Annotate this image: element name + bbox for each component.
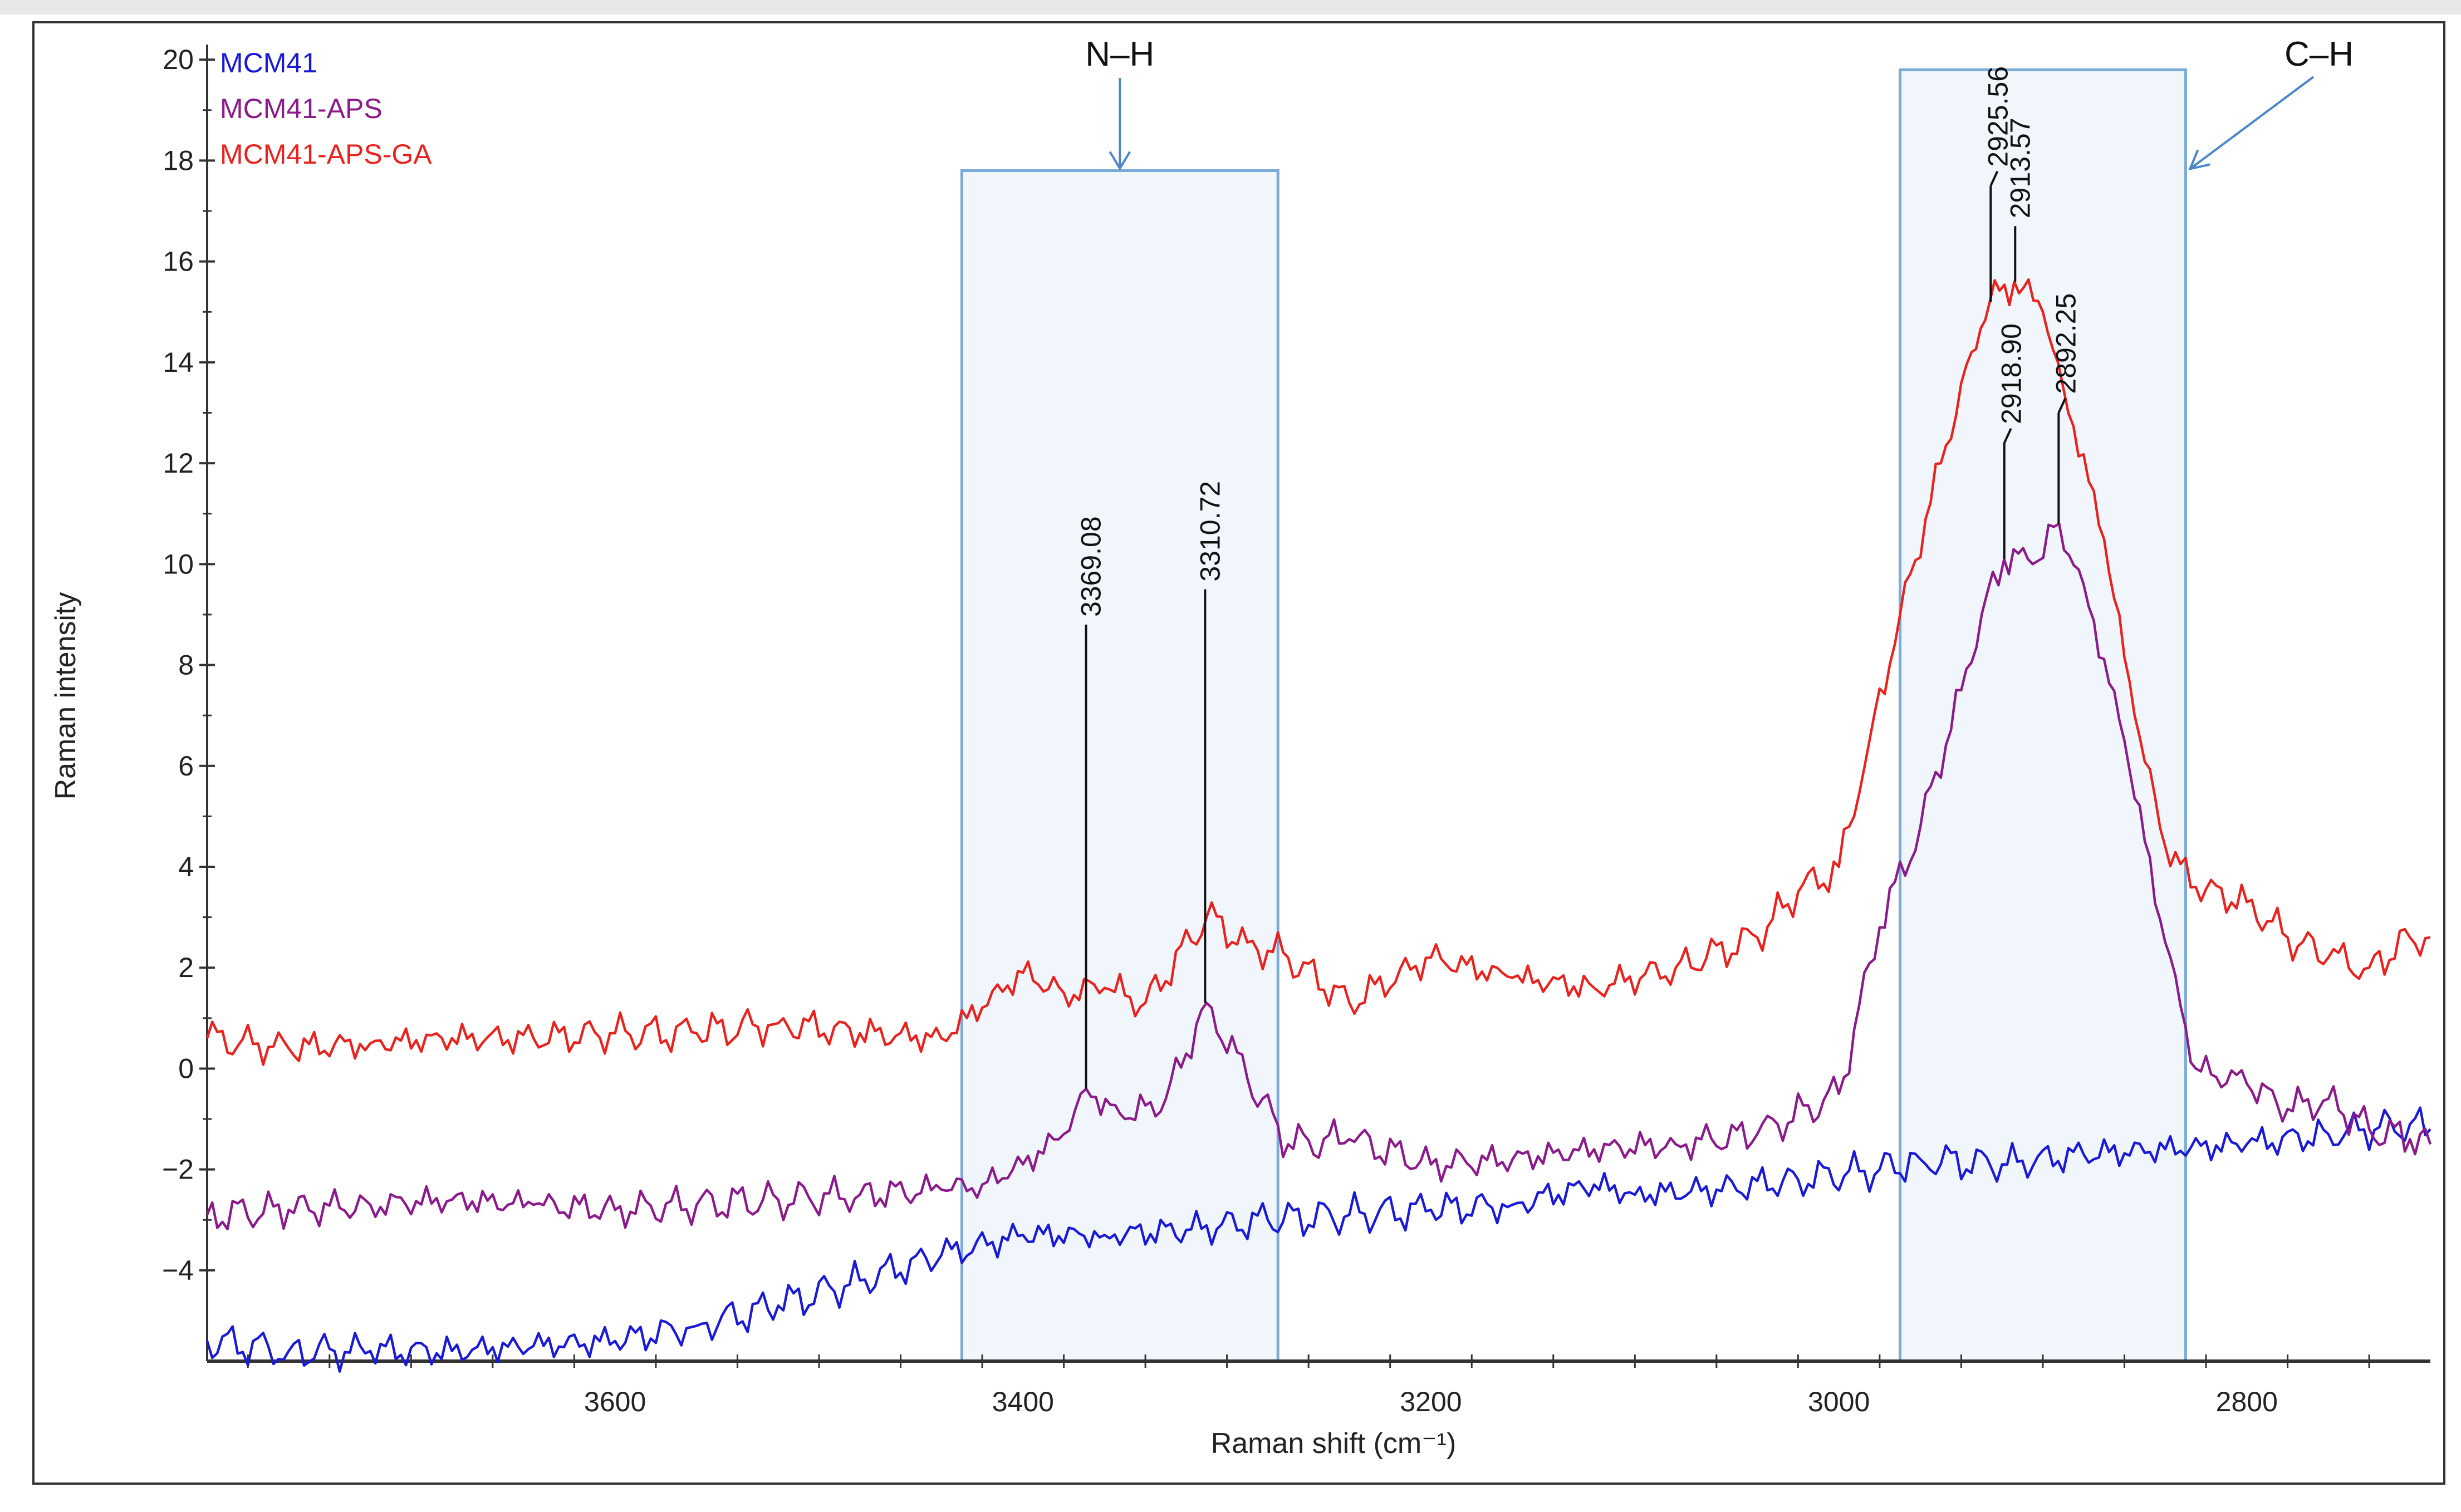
y-tick-label: −2 (162, 1154, 194, 1185)
y-tick-label: 0 (178, 1053, 194, 1084)
peak-marker-2913-57-label: 2913.57 (2004, 117, 2036, 218)
legend-entry-mcm41-aps-ga: MCM41-APS-GA (220, 139, 432, 170)
series-line-mcm41-aps-ga (205, 278, 2431, 1066)
y-tick-label: 6 (178, 750, 194, 782)
region-arrowhead-c-h (2188, 149, 2210, 171)
region-label-n-h: N–H (1085, 35, 1154, 73)
peak-annotations: 3369.08 3310.72 2918.90 2892.25 2925.562913.… (1076, 66, 2081, 1089)
x-tick-label: 3400 (992, 1386, 1054, 1417)
y-tick-label: 8 (178, 650, 194, 681)
axes (206, 45, 2430, 1363)
peak-marker-2918-90-label: 2918.90 (1996, 323, 2027, 424)
region-arrow-c-h (2189, 76, 2315, 170)
x-tick-label: 2800 (2216, 1386, 2278, 1417)
series-line-mcm41 (205, 1106, 2431, 1373)
y-tick-label: 20 (163, 44, 194, 75)
x-tick-label: 3600 (584, 1386, 646, 1417)
region-label-c-h: C–H (2284, 35, 2354, 73)
y-tick-label: 10 (163, 548, 194, 580)
peak-marker-2925-56-label: 2925.56 (1982, 66, 2013, 167)
peak-marker-2892-25-slant (2057, 397, 2067, 414)
y-tick-label: 16 (163, 246, 194, 277)
x-tick-label: 3000 (1808, 1386, 1870, 1417)
region-arrowhead-n-h (1109, 151, 1131, 171)
y-tick-label: 4 (178, 851, 194, 882)
legend-entry-mcm41: MCM41 (220, 47, 317, 78)
y-tick-label: −4 (162, 1255, 194, 1286)
data-series (205, 278, 2432, 1373)
peak-marker-3310-72-label: 3310.72 (1194, 481, 1225, 582)
peak-marker-2892-25-label: 2892.25 (2050, 293, 2081, 394)
region-box-n-h (960, 169, 1279, 1363)
peak-marker-2925-56-slant (1989, 170, 1999, 186)
y-tick-label: 12 (163, 448, 194, 479)
x-axis-title: Raman shift (cm⁻¹) (1211, 1427, 1457, 1460)
y-tick-label: 14 (163, 347, 194, 378)
legend-entry-mcm41-aps: MCM41-APS (220, 93, 383, 124)
region-box-c-h (1899, 68, 2187, 1363)
series-line-mcm41-aps (205, 522, 2432, 1231)
peak-marker-2918-90-slant (2003, 428, 2012, 444)
legend: MCM41 MCM41-APS MCM41-APS-GA (220, 47, 432, 170)
y-axis-title: Raman intensity (50, 592, 82, 800)
x-tick-label: 3200 (1400, 1386, 1462, 1417)
peak-marker-3369-08-label: 3369.08 (1076, 516, 1107, 617)
y-tick-label: 18 (163, 145, 194, 176)
axis-ticks: −4 −2 0 2 4 6 8 10 12 14 16 18 20 3600 3400 3200 3000 280… (162, 44, 2370, 1417)
top-edge-band (0, 0, 2461, 14)
y-tick-label: 2 (178, 952, 194, 983)
